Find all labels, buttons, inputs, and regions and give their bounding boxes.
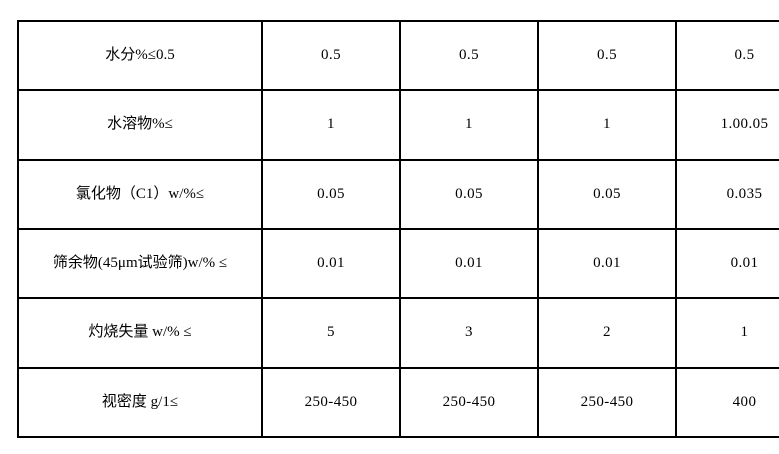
- row-label-chloride: 氯化物（C1）w/%≤: [17, 158, 263, 230]
- cell-r1c3: 0.5: [537, 19, 677, 92]
- specification-table-container: 水分%≤0.5 0.5 0.5 0.5 0.5 水溶物%≤ 1 1 1 1.00…: [17, 19, 779, 439]
- cell-r1c4: 0.5: [675, 19, 779, 92]
- cell-r5c4: 1: [675, 297, 779, 369]
- cell-r2c1: 1: [261, 89, 401, 161]
- cell-r5c1: 5: [261, 297, 401, 369]
- row-label-sieve-residue: 筛余物(45μm试验筛)w/% ≤: [17, 227, 263, 300]
- cell-r3c4: 0.035: [675, 158, 779, 230]
- cell-r6c3: 250-450: [537, 366, 677, 439]
- table-row: 筛余物(45μm试验筛)w/% ≤ 0.01 0.01 0.01 0.01: [17, 227, 779, 300]
- cell-r5c2: 3: [399, 297, 539, 369]
- table-row: 水分%≤0.5 0.5 0.5 0.5 0.5: [17, 19, 779, 92]
- row-label-water-soluble: 水溶物%≤: [17, 89, 263, 161]
- table-row: 灼烧失量 w/% ≤ 5 3 2 1: [17, 297, 779, 369]
- cell-r6c1: 250-450: [261, 366, 401, 439]
- table-row: 氯化物（C1）w/%≤ 0.05 0.05 0.05 0.035: [17, 158, 779, 230]
- cell-r2c4: 1.00.05: [675, 89, 779, 161]
- specification-table: 水分%≤0.5 0.5 0.5 0.5 0.5 水溶物%≤ 1 1 1 1.00…: [17, 19, 779, 439]
- cell-r1c1: 0.5: [261, 19, 401, 92]
- cell-r4c4: 0.01: [675, 227, 779, 300]
- cell-r3c3: 0.05: [537, 158, 677, 230]
- cell-r6c2: 250-450: [399, 366, 539, 439]
- table-body: 水分%≤0.5 0.5 0.5 0.5 0.5 水溶物%≤ 1 1 1 1.00…: [17, 19, 779, 439]
- cell-r2c3: 1: [537, 89, 677, 161]
- table-row: 视密度 g/1≤ 250-450 250-450 250-450 400: [17, 366, 779, 439]
- row-label-moisture: 水分%≤0.5: [17, 19, 263, 92]
- row-label-apparent-density: 视密度 g/1≤: [17, 366, 263, 439]
- cell-r4c3: 0.01: [537, 227, 677, 300]
- cell-r4c1: 0.01: [261, 227, 401, 300]
- cell-r3c1: 0.05: [261, 158, 401, 230]
- cell-r4c2: 0.01: [399, 227, 539, 300]
- cell-r5c3: 2: [537, 297, 677, 369]
- cell-r2c2: 1: [399, 89, 539, 161]
- table-row: 水溶物%≤ 1 1 1 1.00.05: [17, 89, 779, 161]
- cell-r6c4: 400: [675, 366, 779, 439]
- row-label-loss-on-ignition: 灼烧失量 w/% ≤: [17, 297, 263, 369]
- cell-r1c2: 0.5: [399, 19, 539, 92]
- cell-r3c2: 0.05: [399, 158, 539, 230]
